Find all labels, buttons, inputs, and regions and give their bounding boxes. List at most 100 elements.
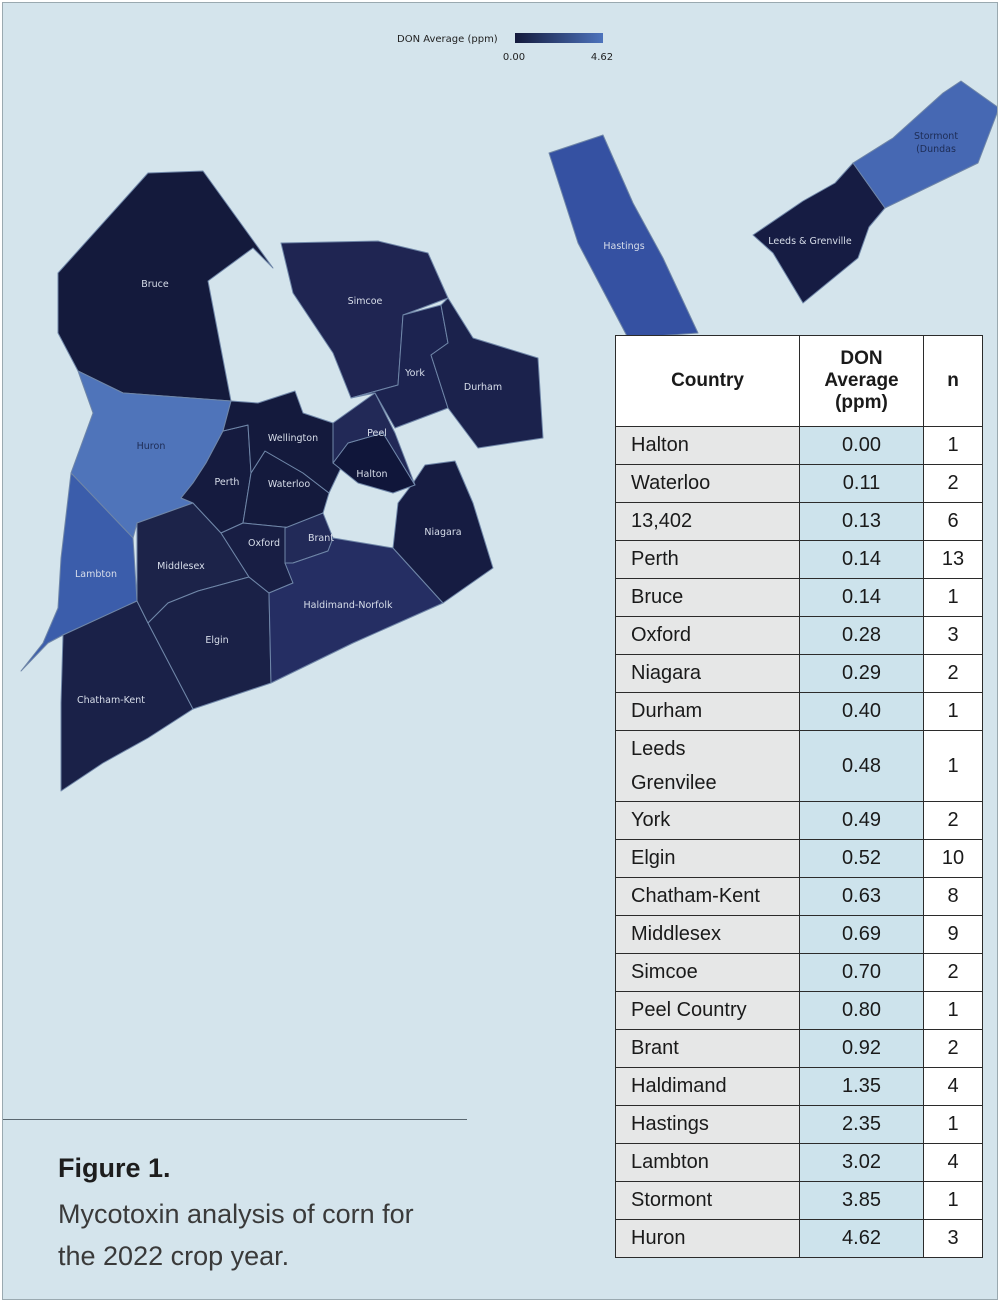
cell-n: 3 <box>923 1219 983 1258</box>
map-label-stormont-dundas: (Dundas <box>916 144 956 155</box>
cell-country: Niagara <box>615 654 800 693</box>
cell-country: Elgin <box>615 839 800 878</box>
figure-title: Figure 1. <box>58 1153 171 1183</box>
table-row: Durham 0.40 1 <box>615 692 983 731</box>
cell-n: 2 <box>923 464 983 503</box>
cell-country: Waterloo <box>615 464 800 503</box>
cell-don-average: 0.52 <box>799 839 924 878</box>
cell-don-average: 0.63 <box>799 877 924 916</box>
region-leeds <box>752 162 886 304</box>
cell-country: Leeds Grenvilee <box>615 730 800 802</box>
cell-don-average: 0.80 <box>799 991 924 1030</box>
legend-max-label: 4.62 <box>591 52 613 63</box>
cell-n: 1 <box>923 1181 983 1220</box>
table-row: Halton 0.00 1 <box>615 426 983 465</box>
cell-don-average: 3.85 <box>799 1181 924 1220</box>
legend-min-label: 0.00 <box>503 52 525 63</box>
cell-country-line: Grenvilee <box>631 772 717 794</box>
table-row: Middlesex 0.69 9 <box>615 915 983 954</box>
map-label-chatham-kent: Chatham-Kent <box>77 695 145 706</box>
table-row: Bruce 0.14 1 <box>615 578 983 617</box>
cell-don-average: 0.69 <box>799 915 924 954</box>
cell-n: 1 <box>923 692 983 731</box>
region-lambton <box>20 472 138 672</box>
cell-country: Halton <box>615 426 800 465</box>
cell-n: 10 <box>923 839 983 878</box>
cell-don-average: 4.62 <box>799 1219 924 1258</box>
cell-n: 1 <box>923 730 983 802</box>
cell-n: 8 <box>923 877 983 916</box>
header-don-line3: (ppm) <box>835 392 888 413</box>
header-country: Country <box>615 335 800 427</box>
map-label-durham: Durham <box>464 382 502 393</box>
map-legend: DON Average (ppm) 0.00 4.62 <box>397 33 613 63</box>
cell-n: 4 <box>923 1143 983 1182</box>
cell-n: 1 <box>923 578 983 617</box>
legend-title: DON Average (ppm) <box>397 34 498 45</box>
cell-n: 2 <box>923 1029 983 1068</box>
header-n: n <box>923 335 983 427</box>
region-haldimand-norfolk <box>268 537 444 684</box>
cell-country: Hastings <box>615 1105 800 1144</box>
map-label-oxford: Oxford <box>248 538 280 549</box>
map-label-elgin: Elgin <box>205 635 228 646</box>
cell-don-average: 0.11 <box>799 464 924 503</box>
cell-don-average: 0.48 <box>799 730 924 802</box>
table-row: 13,402 0.13 6 <box>615 502 983 541</box>
cell-country: 13,402 <box>615 502 800 541</box>
cell-country: Chatham-Kent <box>615 877 800 916</box>
cell-don-average: 0.92 <box>799 1029 924 1068</box>
cell-n: 2 <box>923 953 983 992</box>
header-don-line1: DON <box>840 348 883 369</box>
region-hastings <box>548 134 699 339</box>
map-label-perth: Perth <box>215 477 240 488</box>
table-row: Hastings 2.35 1 <box>615 1105 983 1144</box>
cell-don-average: 0.40 <box>799 692 924 731</box>
header-don-line2: Average <box>824 370 899 391</box>
region-bruce <box>57 170 274 402</box>
map-label-halton: Halton <box>356 469 387 480</box>
map-label-wellington: Wellington <box>268 433 318 444</box>
table-row: Waterloo 0.11 2 <box>615 464 983 503</box>
map-label-niagara: Niagara <box>424 527 461 538</box>
table-row: Haldimand 1.35 4 <box>615 1067 983 1106</box>
legend-color-bar <box>515 33 603 43</box>
table-row: Oxford 0.28 3 <box>615 616 983 655</box>
region-wellington <box>222 390 349 494</box>
cell-country: Oxford <box>615 616 800 655</box>
cell-don-average: 1.35 <box>799 1067 924 1106</box>
map-label-bruce: Bruce <box>141 279 169 290</box>
table-row: Stormont 3.85 1 <box>615 1181 983 1220</box>
cell-country: Stormont <box>615 1181 800 1220</box>
cell-country: Bruce <box>615 578 800 617</box>
cell-don-average: 0.28 <box>799 616 924 655</box>
region-durham <box>430 297 544 449</box>
header-don-average: DON Average (ppm) <box>799 335 924 427</box>
map-label-haldimand-norfolk: Haldimand-Norfolk <box>304 600 393 611</box>
map-label-waterloo: Waterloo <box>268 479 311 490</box>
cell-don-average: 0.13 <box>799 502 924 541</box>
table-row: Niagara 0.29 2 <box>615 654 983 693</box>
cell-don-average: 0.70 <box>799 953 924 992</box>
cell-country: Brant <box>615 1029 800 1068</box>
table-row: Elgin 0.52 10 <box>615 839 983 878</box>
cell-country: Haldimand <box>615 1067 800 1106</box>
map-label-hastings: Hastings <box>603 241 644 252</box>
cell-n: 1 <box>923 991 983 1030</box>
cell-n: 1 <box>923 426 983 465</box>
cell-n: 13 <box>923 540 983 579</box>
cell-n: 1 <box>923 1105 983 1144</box>
cell-country: Durham <box>615 692 800 731</box>
cell-n: 6 <box>923 502 983 541</box>
cell-country: Perth <box>615 540 800 579</box>
cell-n: 3 <box>923 616 983 655</box>
cell-country: Middlesex <box>615 915 800 954</box>
table-row: Leeds Grenvilee 0.48 1 <box>615 730 983 802</box>
map-label-brant: Brant <box>308 533 334 544</box>
region-niagara <box>392 460 494 604</box>
map-label-middlesex: Middlesex <box>157 561 205 572</box>
table-row: Chatham-Kent 0.63 8 <box>615 877 983 916</box>
cell-country: Lambton <box>615 1143 800 1182</box>
choropleth-map: DON Average (ppm) 0.00 4.62 <box>20 33 997 792</box>
